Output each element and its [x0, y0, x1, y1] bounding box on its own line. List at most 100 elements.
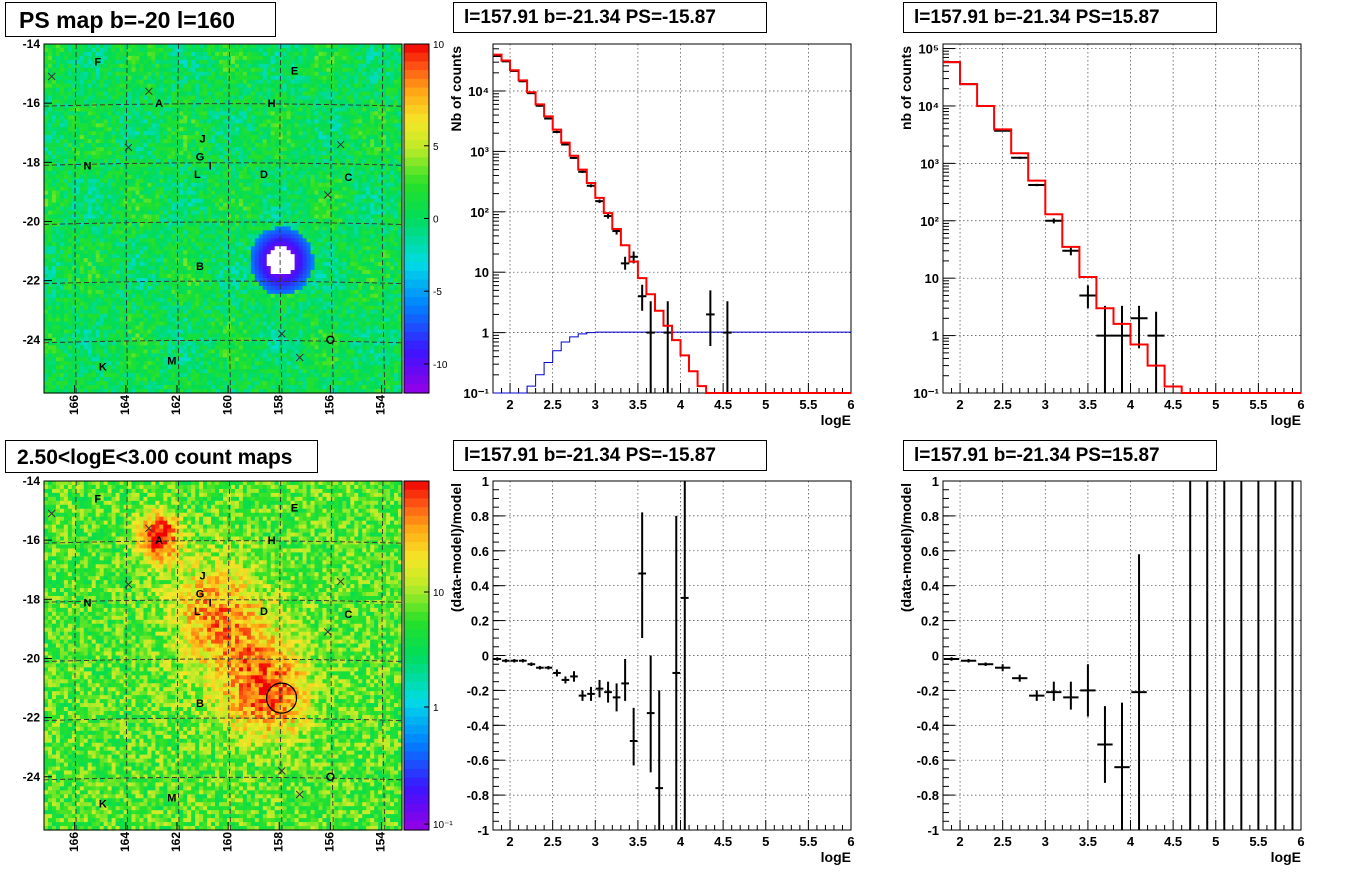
heatmap-cell — [374, 123, 379, 128]
heatmap-cell — [310, 190, 316, 196]
heatmap-cell — [163, 75, 168, 81]
heatmap-cell — [207, 47, 212, 53]
heatmap-cell — [278, 127, 284, 132]
heatmap-cell — [274, 198, 280, 204]
heatmap-cell — [187, 214, 192, 220]
heatmap-cell — [179, 159, 184, 164]
heatmap-cell — [338, 135, 343, 140]
heatmap-cell — [278, 123, 284, 128]
heatmap-cell — [63, 95, 69, 101]
heatmap-cell — [258, 47, 264, 53]
heatmap-cell — [338, 250, 343, 255]
heatmap-cell — [127, 166, 133, 172]
heatmap-cell — [163, 218, 168, 224]
heatmap-cell — [183, 131, 188, 136]
heatmap-cell — [91, 210, 97, 216]
heatmap-cell — [382, 135, 387, 140]
heatmap-cell — [262, 87, 268, 93]
heatmap-cell — [366, 159, 371, 164]
heatmap-cell — [123, 174, 129, 180]
heatmap-cell — [266, 246, 272, 251]
heatmap-cell — [290, 246, 296, 251]
heatmap-cell — [83, 166, 89, 172]
heatmap-cell — [223, 47, 228, 53]
heatmap-cell — [278, 155, 284, 160]
heatmap-cell — [163, 242, 168, 247]
heatmap-cell — [131, 262, 137, 267]
heatmap-cell — [135, 198, 141, 204]
heatmap-cell — [334, 222, 339, 228]
heatmap-cell — [230, 202, 236, 208]
heatmap-cell — [79, 127, 85, 132]
heatmap-cell — [334, 250, 339, 255]
heatmap-cell — [143, 123, 149, 128]
heatmap-cell — [226, 87, 232, 93]
heatmap-cell — [51, 119, 57, 124]
heatmap-cell — [354, 51, 359, 57]
heatmap-cell — [95, 210, 101, 216]
heatmap-cell — [183, 206, 188, 212]
heatmap-cell — [75, 226, 81, 231]
heatmap-cell — [290, 162, 296, 168]
heatmap-cell — [370, 63, 375, 69]
heatmap-cell — [390, 202, 395, 208]
heatmap-cell — [274, 47, 280, 53]
heatmap-cell — [374, 166, 379, 172]
heatmap-cell — [151, 206, 156, 212]
heatmap-cell — [342, 127, 347, 132]
heatmap-cell — [171, 47, 176, 53]
heatmap-cell — [135, 44, 141, 49]
heatmap-cell — [262, 55, 268, 61]
heatmap-cell — [55, 75, 61, 81]
heatmap-cell — [342, 103, 347, 109]
heatmap-cell — [135, 63, 141, 69]
heatmap-cell — [230, 143, 236, 148]
heatmap-cell — [95, 262, 101, 267]
heatmap-cell — [282, 135, 288, 140]
heatmap-cell — [215, 174, 220, 180]
heatmap-cell — [139, 198, 145, 204]
heatmap-cell — [302, 63, 308, 69]
heatmap-cell — [250, 258, 256, 263]
heatmap-cell — [107, 55, 113, 61]
heatmap-cell — [127, 127, 133, 132]
heatmap-cell — [83, 135, 89, 140]
heatmap-cell — [330, 238, 335, 243]
heatmap-cell — [119, 254, 125, 259]
heatmap-cell — [250, 159, 256, 164]
heatmap-cell — [246, 103, 252, 109]
heatmap-cell — [350, 123, 355, 128]
heatmap-cell — [63, 59, 69, 65]
heatmap-cell — [258, 107, 264, 113]
heatmap-cell — [282, 198, 288, 204]
heatmap-cell — [119, 238, 125, 243]
heatmap-cell — [119, 135, 125, 140]
heatmap-cell — [215, 87, 220, 93]
heatmap-cell — [95, 95, 101, 101]
heatmap-cell — [298, 182, 304, 188]
heatmap-cell — [83, 91, 89, 97]
heatmap-cell — [47, 159, 53, 164]
heatmap-cell — [151, 55, 156, 61]
heatmap-cell — [286, 250, 292, 255]
heatmap-cell — [354, 166, 359, 172]
heatmap-cell — [390, 115, 395, 120]
heatmap-cell — [103, 155, 109, 160]
heatmap-cell — [147, 83, 152, 89]
heatmap-cell — [159, 198, 164, 204]
heatmap-cell — [394, 79, 399, 85]
heatmap-cell — [302, 95, 308, 101]
heatmap-cell — [151, 87, 156, 93]
heatmap-cell — [103, 107, 109, 113]
heatmap-cell — [398, 258, 403, 263]
heatmap-cell — [350, 79, 355, 85]
heatmap-cell — [322, 238, 328, 243]
heatmap-cell — [258, 115, 264, 120]
heatmap-cell — [67, 234, 73, 239]
heatmap-cell — [111, 127, 117, 132]
heatmap-cell — [382, 250, 387, 255]
heatmap-cell — [207, 99, 212, 105]
heatmap-cell — [223, 91, 228, 97]
heatmap-cell — [334, 79, 339, 85]
heatmap-cell — [366, 79, 371, 85]
